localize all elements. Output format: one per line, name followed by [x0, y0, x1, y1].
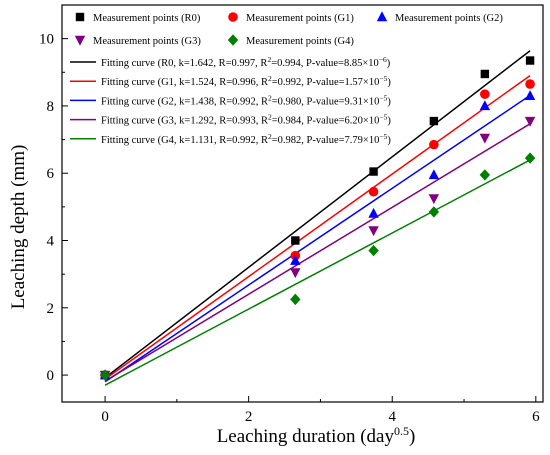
legend-fit-label: Fitting curve (G4, k=1.131, R=0.992, R2=…	[101, 132, 391, 146]
legend-fit-label: Fitting curve (G1, k=1.524, R=0.996, R2=…	[101, 74, 391, 88]
fit-line-r0	[104, 50, 531, 379]
legend-label: Measurement points (G2)	[395, 13, 503, 24]
data-point-triangle-up	[524, 90, 536, 101]
data-point-triangle-down	[428, 194, 440, 205]
measurement-points	[99, 56, 536, 381]
y-tick-label: 4	[47, 234, 55, 250]
legend-label: Measurement points (G1)	[246, 13, 354, 24]
x-tick-label: 4	[388, 409, 396, 425]
data-point-diamond	[290, 293, 301, 306]
legend-marker	[75, 12, 85, 22]
data-point-circle	[525, 79, 535, 89]
legend-label: Measurement points (G3)	[93, 36, 201, 47]
legend-fit-label: Fitting curve (R0, k=1.642, R=0.997, R2=…	[101, 55, 391, 69]
data-point-triangle-down	[524, 116, 536, 127]
data-point-triangle-down	[479, 133, 491, 144]
legend-fit-label: Fitting curve (G3, k=1.292, R=0.993, R2=…	[101, 113, 391, 127]
x-axis-title: Leaching duration (day0.5)	[217, 424, 416, 447]
data-point-triangle-down	[368, 226, 379, 237]
y-tick-label: 6	[47, 166, 55, 182]
fit-line-g4	[104, 159, 531, 386]
data-point-circle	[368, 186, 379, 197]
x-tick-label: 6	[532, 409, 540, 425]
legend: Measurement points (R0) Measurement point…	[70, 11, 503, 146]
legend-label: Measurement points (R0)	[93, 13, 201, 24]
data-point-triangle-up	[479, 100, 491, 111]
legend-marker	[227, 34, 239, 46]
data-point-triangle-up	[428, 169, 440, 180]
data-point-diamond	[99, 369, 111, 381]
fitting-curves	[104, 50, 531, 386]
fit-line-g2	[104, 94, 531, 383]
fit-line-g1	[104, 74, 531, 380]
x-tick-label: 0	[101, 409, 109, 425]
axes: 0 2 4 6 0 2 4 6 8 10	[39, 32, 540, 425]
y-tick-label: 10	[39, 32, 54, 48]
data-point-circle	[480, 89, 490, 99]
data-point-triangle-up	[290, 254, 301, 265]
plot-frame	[61, 4, 544, 403]
y-tick-label: 8	[47, 99, 55, 115]
legend-fit-label: Fitting curve (G2, k=1.438, R=0.992, R2=…	[101, 93, 391, 107]
data-point-square	[480, 69, 490, 79]
data-point-square	[291, 236, 300, 245]
y-tick-label: 0	[47, 368, 55, 384]
data-point-square	[525, 56, 535, 65]
y-axis-title: Leaching depth (mm)	[8, 145, 29, 310]
legend-marker	[228, 12, 238, 22]
data-point-diamond	[428, 206, 440, 218]
data-point-diamond	[524, 152, 536, 164]
legend-marker	[74, 35, 86, 46]
plot-border	[61, 4, 544, 403]
legend-label: Measurement points (G4)	[246, 36, 354, 47]
data-point-diamond	[368, 244, 379, 257]
data-point-triangle-up	[368, 207, 379, 218]
data-point-square	[429, 116, 439, 126]
x-tick-label: 2	[245, 409, 253, 425]
data-point-triangle-down	[290, 268, 301, 279]
data-point-diamond	[479, 169, 491, 181]
fit-line-g3	[104, 123, 531, 382]
data-point-square	[369, 167, 378, 176]
y-tick-label: 2	[47, 301, 55, 317]
legend-marker	[376, 11, 388, 22]
data-point-circle	[429, 139, 439, 150]
